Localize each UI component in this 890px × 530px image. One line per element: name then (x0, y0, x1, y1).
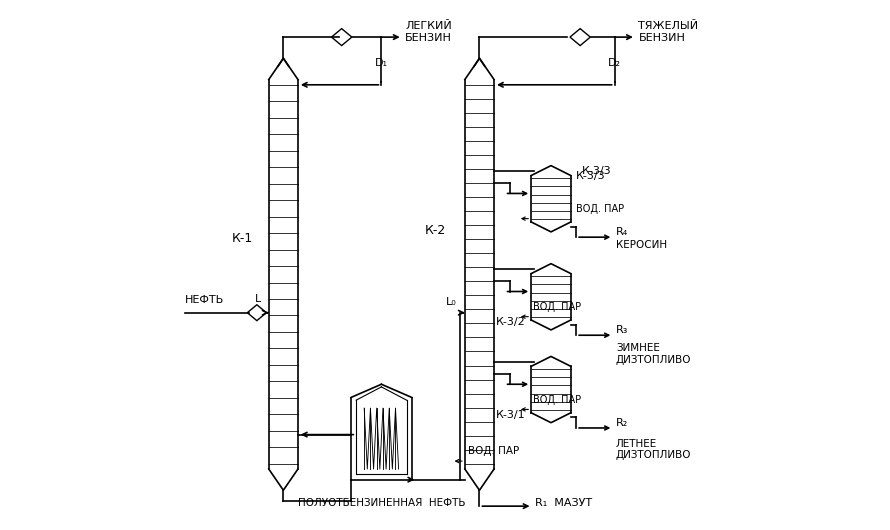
Text: D₁: D₁ (375, 58, 388, 68)
Text: ЛЕТНЕЕ
ДИЗТОПЛИВО: ЛЕТНЕЕ ДИЗТОПЛИВО (616, 439, 692, 460)
Text: L₀: L₀ (446, 297, 457, 307)
Text: ЛЕГКИЙ
БЕНЗИН: ЛЕГКИЙ БЕНЗИН (405, 21, 452, 42)
Text: ВОД. ПАР: ВОД. ПАР (576, 205, 624, 214)
Text: R₁  МАЗУТ: R₁ МАЗУТ (535, 499, 592, 508)
Text: ВОД. ПАР: ВОД. ПАР (467, 446, 519, 456)
Text: L: L (255, 294, 262, 304)
Text: К-3/1: К-3/1 (497, 410, 526, 420)
Text: ЗИМНЕЕ
ДИЗТОПЛИВО: ЗИМНЕЕ ДИЗТОПЛИВО (616, 343, 692, 365)
Text: D₂: D₂ (608, 58, 621, 68)
Text: К-2: К-2 (425, 224, 447, 237)
Text: R₄: R₄ (616, 227, 628, 237)
Text: КЕРОСИН: КЕРОСИН (616, 240, 667, 250)
Text: К-3/2: К-3/2 (496, 317, 526, 327)
Text: ТЯЖЕЛЫЙ
БЕНЗИН: ТЯЖЕЛЫЙ БЕНЗИН (638, 21, 699, 42)
Text: К-1: К-1 (231, 232, 253, 245)
Text: НЕФТЬ: НЕФТЬ (185, 295, 224, 305)
Text: R₂: R₂ (616, 418, 628, 428)
Text: ПОЛУОТБЕНЗИНЕННАЯ  НЕФТЬ: ПОЛУОТБЕНЗИНЕННАЯ НЕФТЬ (297, 498, 465, 508)
Text: ВОД. ПАР: ВОД. ПАР (533, 303, 581, 312)
Text: ВОД. ПАР: ВОД. ПАР (533, 395, 581, 405)
Text: К-3/3: К-3/3 (581, 166, 611, 176)
Text: К-3/3: К-3/3 (576, 171, 606, 181)
Text: R₃: R₃ (616, 325, 628, 335)
